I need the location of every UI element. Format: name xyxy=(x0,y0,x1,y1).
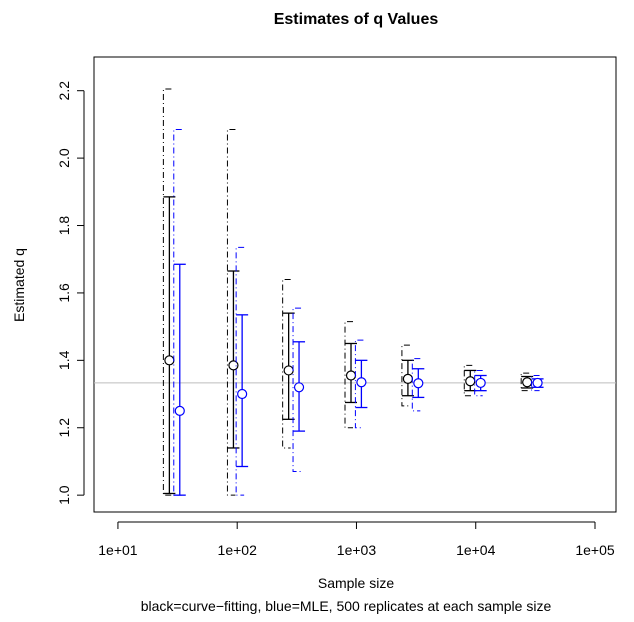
x-tick-label: 1e+01 xyxy=(98,542,138,558)
mle-outer-interval xyxy=(411,358,421,412)
curve-fitting-point xyxy=(402,373,414,384)
y-tick-label: 2.2 xyxy=(56,81,72,101)
curve-fitting-outer-interval xyxy=(226,128,236,496)
curve-fitting-outer-interval xyxy=(463,364,473,397)
curve-fitting-point xyxy=(283,365,294,376)
plot-frame xyxy=(93,56,617,513)
y-tick-label: 1.4 xyxy=(56,350,72,370)
mle-point xyxy=(532,377,543,389)
series-layer xyxy=(162,88,544,496)
x-axis-label: Sample size xyxy=(318,575,394,591)
y-tick-label: 1.6 xyxy=(56,283,72,303)
x-tick-label: 1e+02 xyxy=(218,542,258,558)
mle-point xyxy=(413,378,424,389)
mle-point xyxy=(475,377,486,389)
mle-outer-interval xyxy=(292,307,302,473)
curve-fitting-point xyxy=(345,370,357,381)
chart-title: Estimates of q Values xyxy=(274,11,439,28)
curve-fitting-outer-interval xyxy=(520,372,530,392)
mle-outer-interval xyxy=(474,369,483,397)
chart-caption: black=curve−fitting, blue=MLE, 500 repli… xyxy=(141,598,552,614)
curve-fitting-point xyxy=(228,360,239,371)
x-tick-label: 1e+04 xyxy=(456,542,496,558)
x-axis: 1e+01 1e+02 1e+03 1e+04 1e+05 xyxy=(98,521,615,558)
mle-point xyxy=(174,405,185,416)
y-tick-label: 2.0 xyxy=(56,148,72,168)
curve-fitting-point xyxy=(522,377,533,388)
series-mle xyxy=(173,128,544,496)
curve-fitting-outer-interval xyxy=(282,278,291,449)
series-curve-fitting xyxy=(162,88,534,496)
mle-point xyxy=(237,388,248,400)
y-tick-label: 1.8 xyxy=(56,216,72,236)
curve-fitting-point xyxy=(164,355,175,366)
y-tick-label: 1.2 xyxy=(56,418,72,438)
x-tick-label: 1e+05 xyxy=(575,542,615,558)
x-tick-label: 1e+03 xyxy=(337,542,377,558)
mle-outer-interval xyxy=(235,246,245,496)
curve-fitting-outer-interval xyxy=(344,321,354,429)
y-axis-label: Estimated q xyxy=(11,248,27,322)
curve-fitting-point xyxy=(465,376,476,387)
curve-fitting-outer-interval xyxy=(162,88,172,496)
mle-outer-interval xyxy=(531,375,540,392)
mle-point xyxy=(356,377,367,388)
y-axis: 1.0 1.2 1.4 1.6 1.8 2.0 2.2 xyxy=(56,81,85,505)
mle-outer-interval xyxy=(354,339,364,429)
curve-fitting-outer-interval xyxy=(401,344,410,407)
mle-outer-interval xyxy=(173,128,182,496)
y-tick-label: 1.0 xyxy=(56,485,72,505)
mle-point xyxy=(293,382,305,393)
